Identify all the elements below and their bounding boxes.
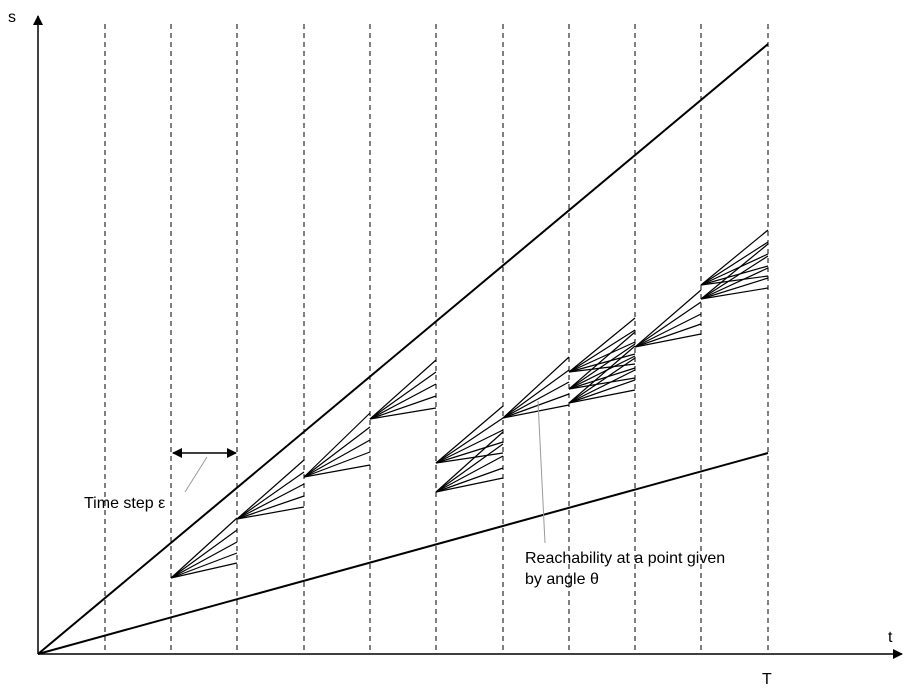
reachability-fan: [369, 359, 437, 420]
reachability-fan: [502, 356, 570, 419]
reachability-fan: [170, 517, 238, 579]
reachability-ray: [435, 417, 504, 464]
reachability-ray: [568, 389, 636, 404]
reachability-ray: [634, 333, 702, 348]
reachability-ray: [236, 471, 305, 520]
reachability-ray: [435, 443, 504, 493]
reachability-ray: [369, 383, 437, 420]
reachability-ray: [170, 529, 238, 579]
lower-bound-line: [37, 452, 769, 655]
reachability-ray: [502, 381, 570, 419]
reachability-ray: [303, 439, 371, 478]
reachability-ray: [435, 405, 504, 464]
time-step-gridlines: [104, 24, 769, 654]
reachability-ray: [568, 379, 636, 404]
reachability-ray: [700, 267, 769, 300]
reachability-ray: [700, 265, 769, 286]
reachability-ray: [568, 345, 636, 404]
reachability-ray: [634, 289, 702, 348]
reachability-ray: [236, 506, 305, 520]
reachability-ray: [502, 356, 570, 419]
reachability-ray: [303, 412, 371, 478]
reachability-ray: [568, 369, 636, 404]
reachability-fan: [634, 289, 702, 348]
reachability-ray: [568, 355, 636, 390]
reachability-ray: [435, 455, 504, 493]
reachability-ray: [502, 404, 570, 419]
reachability-ray: [435, 441, 504, 464]
reachability-ray: [435, 477, 504, 493]
reachability-fan: [700, 229, 769, 286]
reachability-ray: [170, 541, 238, 579]
reachability-ray: [568, 367, 636, 390]
reachability-ray: [568, 329, 636, 373]
reachability-ray: [700, 243, 769, 300]
reachability-ray: [502, 393, 570, 419]
reachability-ray: [634, 301, 702, 348]
reachability-ray: [502, 369, 570, 419]
reachability-ray: [700, 255, 769, 300]
reachability-fans: [170, 229, 769, 579]
reachability-fan: [568, 345, 636, 404]
reachability-fan: [236, 459, 305, 520]
reachability-ray: [634, 323, 702, 348]
reachability-ray: [634, 313, 702, 348]
y-axis-label: s: [8, 9, 16, 26]
reachability-leader-line: [537, 400, 546, 544]
reachability-ray: [303, 451, 371, 478]
reachability-ray: [700, 275, 769, 286]
time-step-leader-line: [184, 456, 208, 493]
reachability-fan: [700, 243, 769, 300]
reachability-ray: [236, 483, 305, 520]
reachability-ray: [568, 341, 636, 373]
reachability-ray: [435, 431, 504, 493]
time-step-label: Time step ε: [84, 495, 165, 512]
reachability-fan: [303, 412, 371, 478]
reachability-ray: [435, 429, 504, 464]
reachability-ray: [369, 371, 437, 420]
reachability-ray: [700, 287, 769, 300]
reachability-ray: [700, 241, 769, 286]
reachability-ray: [369, 359, 437, 420]
reachability-ray: [170, 552, 238, 579]
reachability-ray: [568, 343, 636, 390]
x-axis-end-label: T: [762, 671, 772, 688]
reachability-ray: [568, 331, 636, 390]
reachability-label-line1: Reachability at a point given: [525, 550, 725, 567]
reachability-ray: [303, 464, 371, 478]
reachability-ray: [369, 407, 437, 420]
reachability-ray: [700, 229, 769, 286]
reachability-ray: [568, 377, 636, 390]
reachability-label-line2: by angle θ: [525, 571, 599, 588]
reachability-fan: [435, 405, 504, 464]
reachability-ray: [700, 277, 769, 300]
reachability-ray: [700, 253, 769, 286]
reachability-ray: [236, 459, 305, 520]
upper-bound-line: [37, 43, 769, 655]
reachability-fan: [568, 331, 636, 390]
reachability-ray: [568, 357, 636, 404]
reachability-ray: [435, 467, 504, 493]
reachability-ray: [435, 452, 504, 464]
reachability-ray: [170, 517, 238, 579]
reachability-ray: [369, 395, 437, 420]
reachability-ray: [303, 426, 371, 478]
reachability-ray: [568, 353, 636, 373]
reachability-ray: [236, 495, 305, 520]
reachability-ray: [568, 317, 636, 373]
reachability-ray: [170, 562, 238, 579]
reachability-fan: [435, 431, 504, 493]
x-axis-label: t: [888, 629, 893, 646]
reachability-fan: [568, 317, 636, 373]
